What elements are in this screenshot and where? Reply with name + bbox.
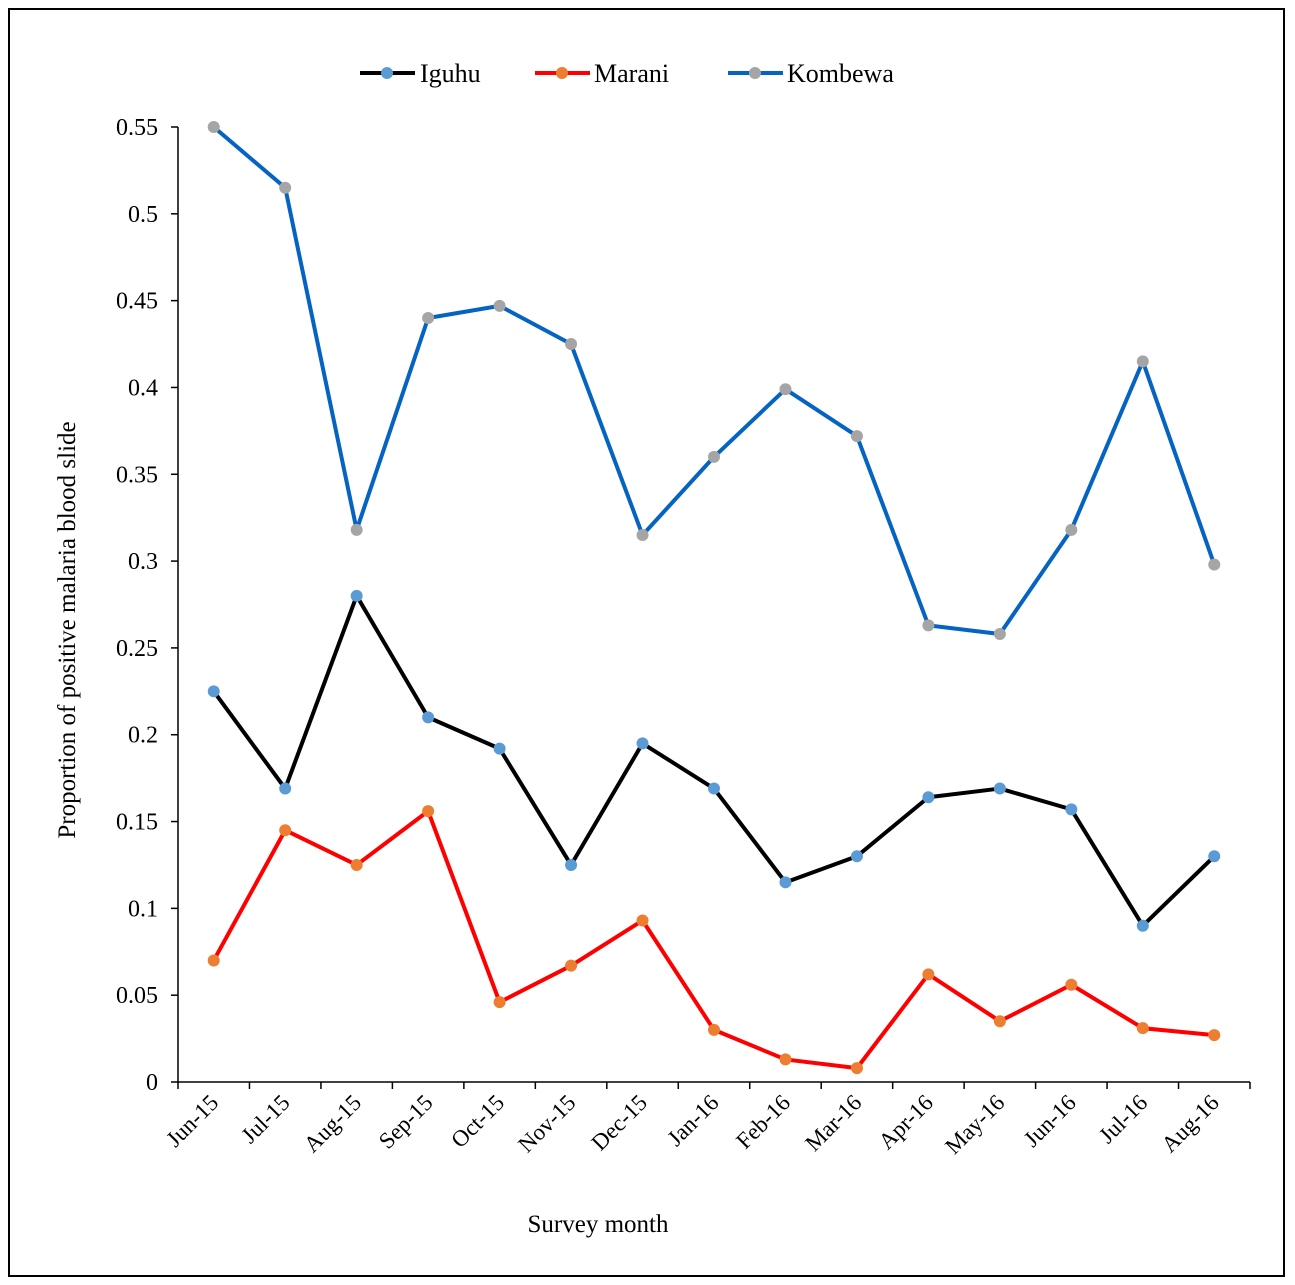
x-tick-label: Sep-15 xyxy=(374,1090,438,1154)
y-tick-label: 0.2 xyxy=(128,723,158,749)
data-point-iguhu xyxy=(1208,850,1221,863)
y-tick-label: 0 xyxy=(146,1070,158,1096)
y-tick-label: 0.15 xyxy=(116,810,158,836)
legend-marker-iguhu xyxy=(381,67,393,79)
data-point-marani xyxy=(850,1062,863,1075)
data-point-kombewa xyxy=(207,121,220,133)
x-tick-label: Jul-16 xyxy=(1094,1090,1152,1148)
x-tick-label: Nov-15 xyxy=(513,1090,580,1157)
data-point-kombewa xyxy=(636,529,649,542)
data-point-iguhu xyxy=(565,858,578,871)
y-axis: 0 0.05 0.1 0.15 0.2 0.25 0.3 0.35 0.4 0.45 0.5 0.55 xyxy=(116,115,179,1096)
data-point-iguhu xyxy=(207,685,220,698)
data-point-marani xyxy=(922,968,935,981)
data-point-marani xyxy=(993,1015,1006,1028)
legend-label-marani: Marani xyxy=(594,59,669,88)
series-iguhu xyxy=(207,589,1221,932)
x-tick-label: Mar-16 xyxy=(800,1090,866,1156)
y-tick-label: 0.35 xyxy=(116,462,158,488)
data-point-marani xyxy=(207,954,220,967)
data-point-marani xyxy=(565,959,578,972)
y-tick-label: 0.5 xyxy=(128,202,158,228)
legend-item-iguhu: Iguhu xyxy=(360,59,481,88)
data-point-iguhu xyxy=(493,742,506,755)
data-point-marani xyxy=(1208,1029,1221,1042)
chart-frame xyxy=(8,8,1285,1277)
data-point-kombewa xyxy=(422,312,435,324)
data-point-kombewa xyxy=(922,619,935,632)
data-point-kombewa xyxy=(565,338,578,351)
x-tick-label: Jun-15 xyxy=(161,1090,223,1152)
legend-item-kombewa: Kombewa xyxy=(728,59,894,88)
data-point-kombewa xyxy=(779,383,792,396)
x-tick-label: Jun-16 xyxy=(1019,1090,1081,1152)
data-point-iguhu xyxy=(850,850,863,863)
data-point-iguhu xyxy=(922,791,935,804)
y-tick-label: 0.25 xyxy=(116,636,158,662)
x-tick-label: Apr-16 xyxy=(874,1090,938,1154)
data-point-marani xyxy=(493,996,506,1009)
x-tick-label: Feb-16 xyxy=(731,1090,795,1154)
legend-marker-marani xyxy=(556,67,568,79)
series-layer xyxy=(207,121,1221,1075)
data-point-iguhu xyxy=(636,737,649,750)
data-point-iguhu xyxy=(779,876,792,889)
data-point-kombewa xyxy=(1065,523,1078,536)
data-point-kombewa xyxy=(850,430,863,443)
x-tick-label: Dec-15 xyxy=(587,1090,653,1156)
x-tick-label: Jan-16 xyxy=(662,1090,723,1151)
data-point-marani xyxy=(1136,1022,1149,1035)
y-tick-label: 0.05 xyxy=(116,983,158,1009)
data-point-marani xyxy=(636,914,649,927)
data-point-kombewa xyxy=(708,450,720,463)
series-line-kombewa xyxy=(211,125,1217,637)
data-point-kombewa xyxy=(279,181,292,194)
data-point-iguhu xyxy=(1136,919,1149,932)
x-tick-label: Oct-15 xyxy=(446,1090,509,1153)
x-axis-title: Survey month xyxy=(528,1211,669,1238)
legend: Iguhu Marani Kombewa xyxy=(360,59,894,88)
legend-marker-kombewa xyxy=(749,67,761,79)
data-point-kombewa xyxy=(493,299,506,312)
x-tick-label: May-16 xyxy=(940,1090,1009,1159)
y-tick-label: 0.45 xyxy=(116,289,158,315)
data-point-iguhu xyxy=(422,711,435,724)
data-point-iguhu xyxy=(350,589,363,602)
x-tick-label: Aug-15 xyxy=(299,1090,366,1157)
y-tick-label: 0.3 xyxy=(128,549,158,575)
data-point-marani xyxy=(708,1023,720,1036)
data-point-kombewa xyxy=(350,523,363,536)
data-point-kombewa xyxy=(993,628,1006,641)
data-point-marani xyxy=(1065,978,1078,991)
data-point-marani xyxy=(422,805,435,818)
y-tick-label: 0.55 xyxy=(116,115,158,141)
data-point-kombewa xyxy=(1136,355,1149,368)
legend-label-kombewa: Kombewa xyxy=(787,59,894,88)
data-point-iguhu xyxy=(1065,803,1078,816)
series-line-iguhu xyxy=(211,593,1217,928)
legend-label-iguhu: Iguhu xyxy=(420,59,481,88)
data-point-marani xyxy=(279,824,292,837)
series-marani xyxy=(207,805,1221,1075)
x-axis: Jun-15 Jul-15 Aug-15 Sep-15 Oct-15 Nov-15 Dec-… xyxy=(161,1081,1251,1159)
x-tick-label: Jul-15 xyxy=(236,1090,294,1148)
y-tick-label: 0.1 xyxy=(128,896,158,922)
data-point-marani xyxy=(779,1053,792,1066)
series-kombewa xyxy=(207,121,1221,641)
legend-item-marani: Marani xyxy=(535,59,669,88)
x-tick-label: Aug-16 xyxy=(1156,1090,1223,1157)
data-point-iguhu xyxy=(993,782,1006,795)
y-axis-title: Proportion of positive malaria blood sli… xyxy=(54,421,81,838)
y-tick-label: 0.4 xyxy=(128,375,158,401)
data-point-iguhu xyxy=(708,782,720,795)
data-point-marani xyxy=(350,858,363,871)
data-point-kombewa xyxy=(1208,558,1221,571)
data-point-iguhu xyxy=(279,782,292,795)
